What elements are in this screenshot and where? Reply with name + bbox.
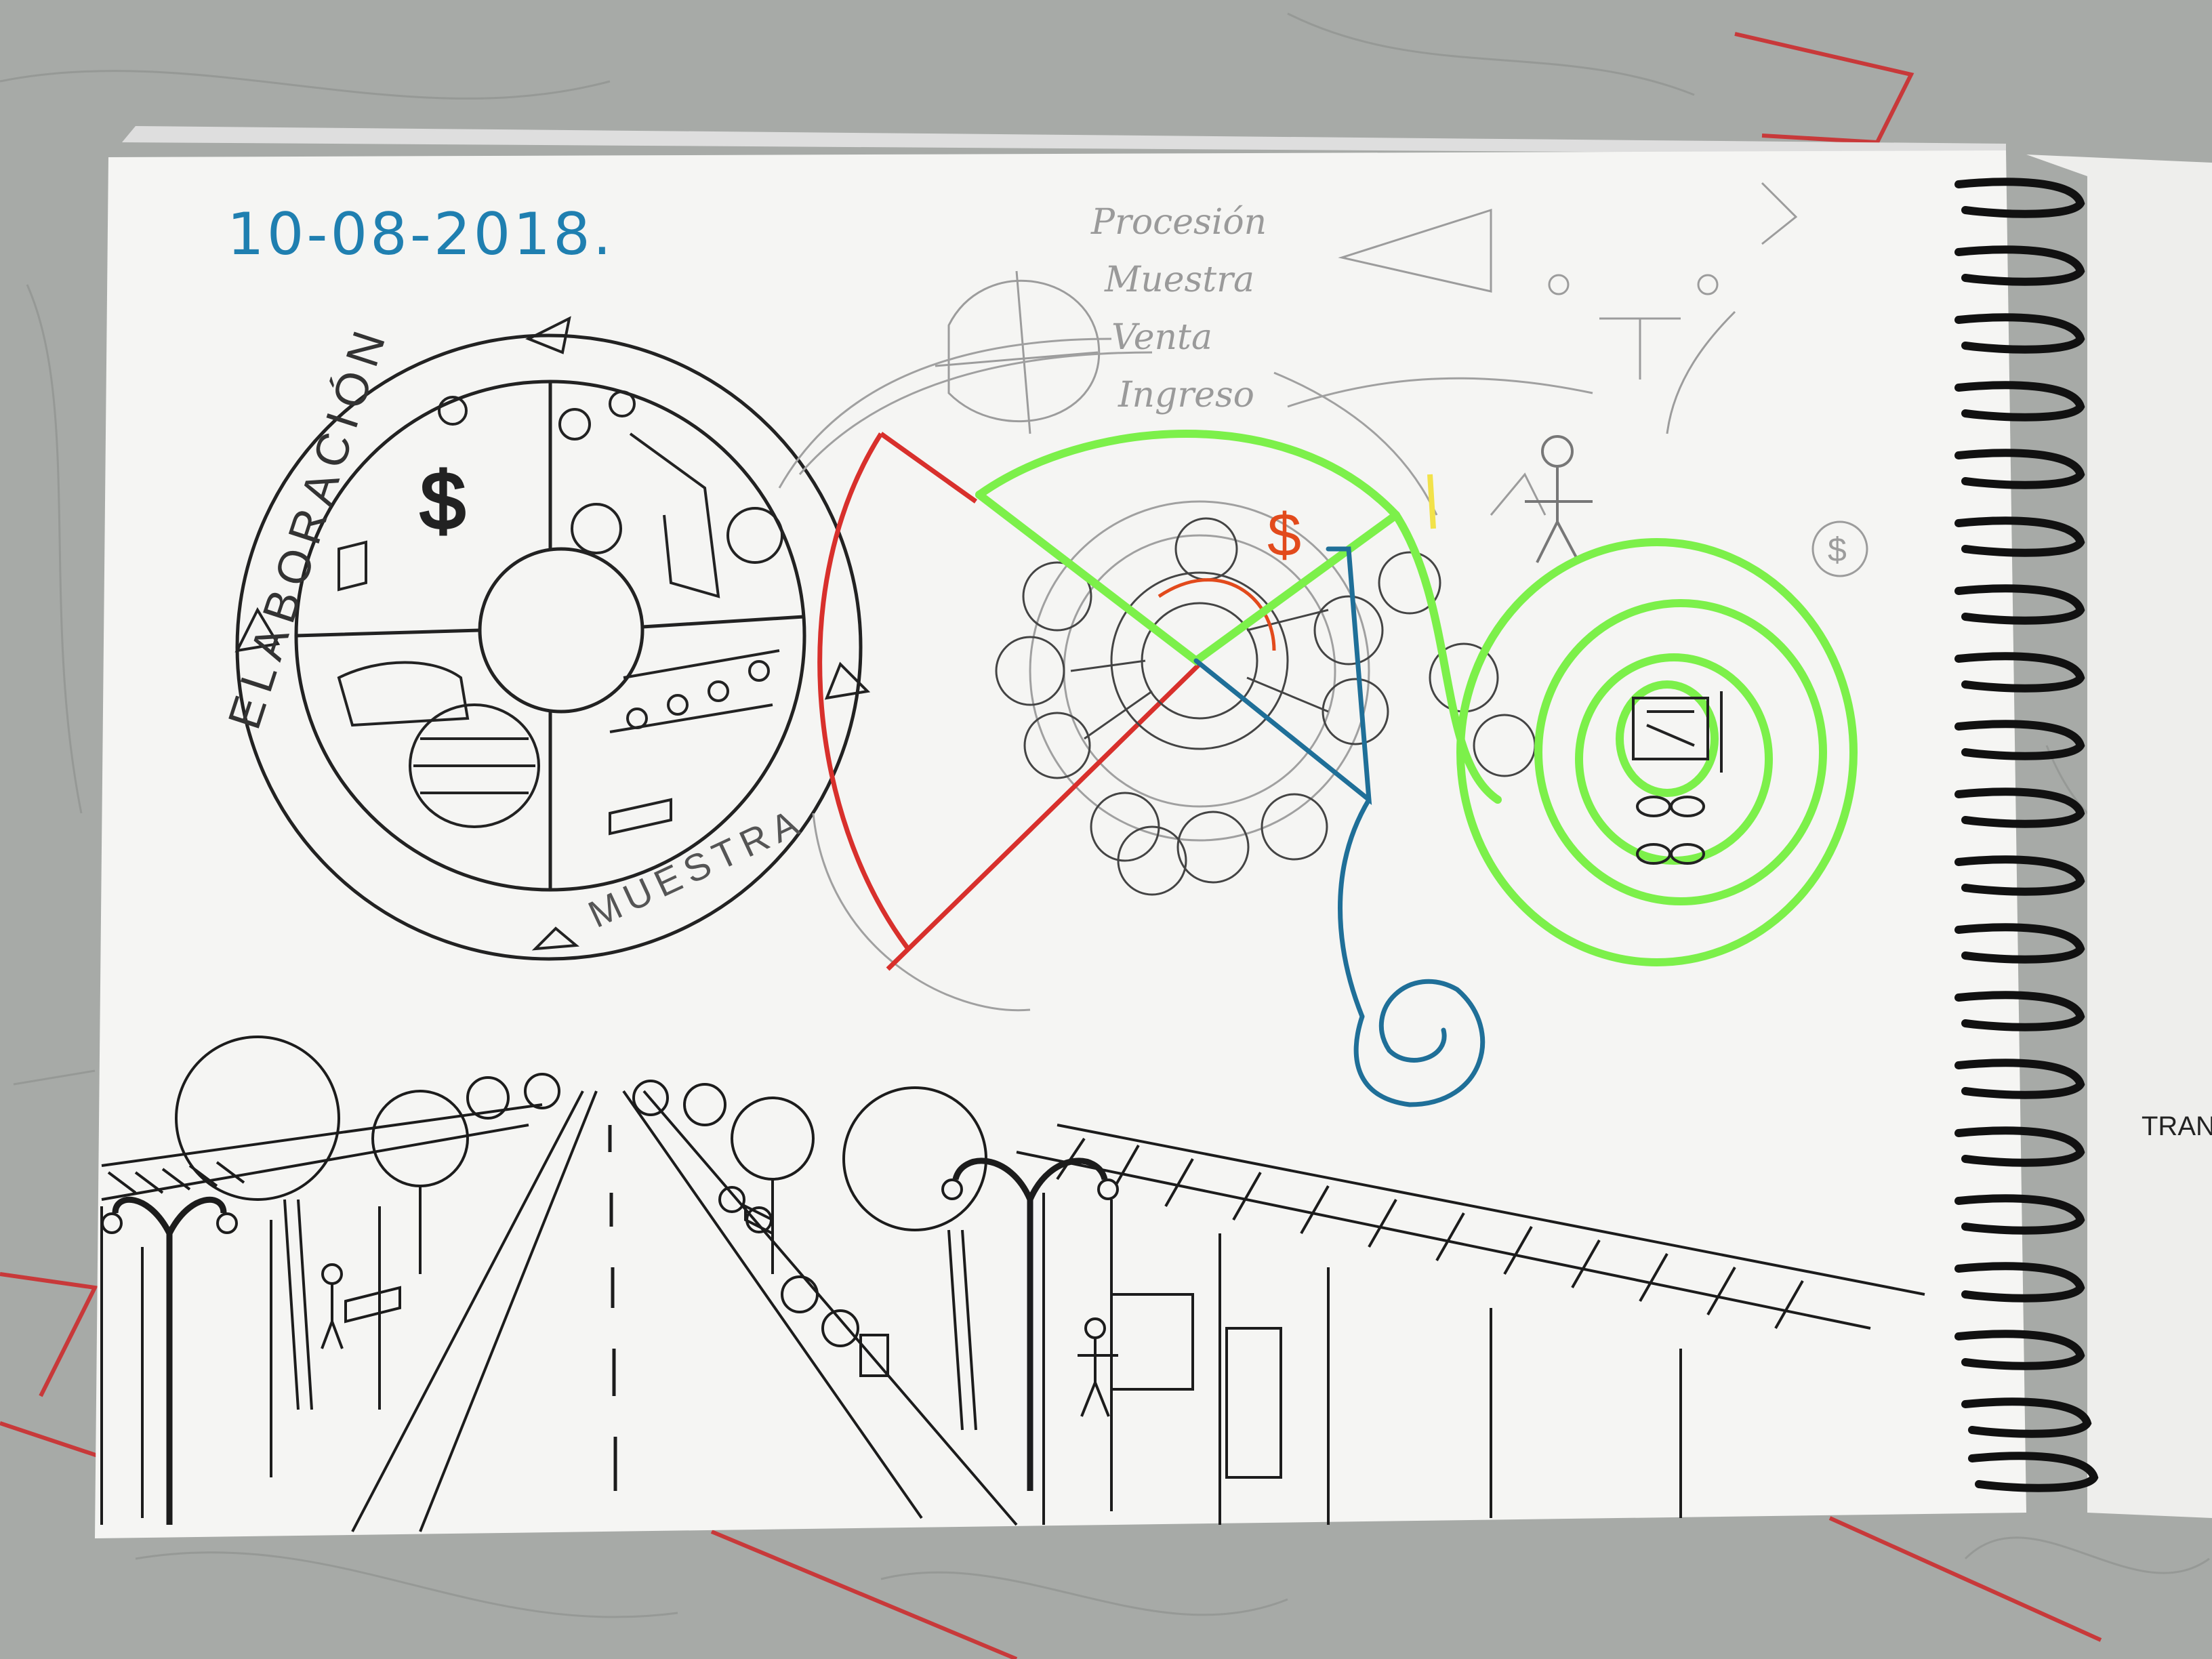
stick-figure-icon xyxy=(1525,435,1593,563)
blue-marker-path xyxy=(1193,546,1485,1107)
red-wedge-outline xyxy=(817,432,1202,971)
date-text: 10-08-2018. xyxy=(227,201,614,268)
pencil-notes: Procesión Muestra Venta Ingreso xyxy=(1090,202,1267,415)
dollar-circle xyxy=(1811,520,1868,577)
table-red-lines xyxy=(0,32,2102,1659)
orange-dollar-sign: $ xyxy=(1267,501,1301,569)
next-page-text: TRANS xyxy=(2142,1111,2212,1141)
dollar-icon: $ xyxy=(1828,531,1847,569)
spiral-binding-icon xyxy=(1954,178,2099,1492)
note-muestra: Muestra xyxy=(1104,260,1254,300)
note-ingreso: Ingreso xyxy=(1118,375,1254,415)
yellow-tick xyxy=(1427,474,1436,529)
dollar-sketch: $ xyxy=(420,455,466,546)
street-perspective-drawing xyxy=(100,1036,1925,1532)
table-sketch-marks xyxy=(0,12,2211,1618)
note-procesion: Procesión xyxy=(1090,202,1267,243)
spiral-center-sketch xyxy=(1632,691,1723,865)
page-stack-edge xyxy=(122,126,2006,155)
sketch-page xyxy=(95,150,2026,1538)
next-page xyxy=(2026,155,2212,1518)
note-venta: Venta xyxy=(1111,317,1212,358)
street-lamp-icon xyxy=(112,1158,1108,1525)
tree-icon xyxy=(175,1036,340,1201)
orange-arc xyxy=(1158,578,1276,651)
